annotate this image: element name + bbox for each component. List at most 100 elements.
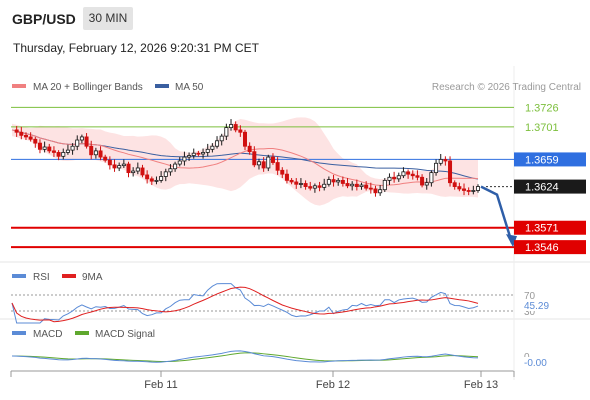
candle-body [350,183,355,187]
candle-body [47,146,52,152]
candle-body [466,190,471,192]
candle-body [336,179,341,183]
credit-text: Research © 2026 Trading Central [432,82,581,93]
level-tag-5: 1.3546 [525,242,559,254]
candle-body [392,176,397,180]
candle-body [19,131,24,136]
candle-body [196,152,201,155]
ma20-line [11,129,479,186]
level-tag-0: 1.3726 [525,102,559,114]
candle-body [457,186,462,190]
candle-body [238,129,243,133]
candle-body [378,189,383,194]
moving-averages [11,129,479,186]
candle-body [359,184,364,187]
candle-body [373,188,378,194]
candle-body [117,165,122,169]
candle-body [131,170,136,174]
macd-lines [11,350,479,363]
candle-body [98,150,103,158]
rsi-lines [11,283,479,324]
candle-body [140,167,145,176]
rsi-ma-line [11,286,479,323]
rsi-ma-legend-swatch [62,274,76,278]
candle-body [173,163,178,170]
candle-body [261,161,266,169]
candle-body [61,152,66,157]
candle-body [420,176,425,186]
pair-title: GBP/USD [12,11,76,27]
candle-body [322,183,327,188]
candle-body [410,173,415,177]
chart-header: GBP/USD 30 MIN [0,0,590,36]
candle-body [182,156,187,162]
timeframe-badge[interactable]: 30 MIN [83,7,133,30]
candle-body [401,171,406,177]
candle-body [354,183,359,187]
macd-line [11,350,479,363]
candle-body [75,139,80,147]
ma50-legend-label: MA 50 [175,82,204,93]
candle-body [229,124,234,129]
level-tag-bg-4 [514,220,586,235]
candle-body [145,174,150,180]
level-tag-3: 1.3624 [525,182,559,194]
candle-body [326,179,331,185]
candle-body [294,181,299,185]
candle-body [191,152,196,156]
candle-body [168,168,173,173]
timestamp: Thursday, February 12, 2026 9:20:31 PM C… [13,41,259,55]
candle-body [42,146,47,150]
level-tag-bg-2 [514,152,586,167]
candle-body [275,162,280,171]
ma50-legend-swatch [155,84,169,88]
macd-signal-legend-label: MACD Signal [95,329,155,340]
candle-body [205,148,210,153]
candle-body [224,127,229,137]
candle-body [210,145,215,150]
candle-body [252,151,257,166]
candle-body [65,149,70,153]
level-tag-bg-3 [514,179,586,194]
candle-body [406,171,411,175]
candle-body [201,152,206,155]
candle-body [84,136,89,147]
candle-body [368,187,373,190]
price-level-labels: 1.3726 1.3701 1.3659 1.3624 1.3571 1.3546 [514,102,586,255]
candle-body [79,136,84,141]
candle-body [107,159,112,166]
candle-body [28,136,33,140]
macd-signal-legend-swatch [75,331,89,335]
candle-body [266,156,271,169]
candle-body [424,182,429,186]
candle-body [396,175,401,180]
candle-body [159,176,164,181]
candle-body [331,179,336,183]
rsi-line [11,283,479,324]
candle-body [387,176,392,181]
candle-body [177,160,182,165]
candle-body [438,159,443,164]
candle-body [340,179,345,184]
candle-body [112,164,117,169]
macd-value: -0.00 [524,358,547,369]
candle-body [256,161,261,166]
candle-body [103,156,108,161]
candle-body [51,150,56,153]
candle-body [215,140,220,147]
forecast-arrow [480,185,517,248]
candle-body [126,163,131,174]
candle-body [33,138,38,144]
level-tag-1: 1.3701 [525,122,559,134]
candle-body [154,179,159,182]
rsi-ma-legend-label: 9MA [82,272,103,283]
candle-body [37,142,42,150]
candle-body [247,145,252,153]
forecast-arrow-head [506,234,517,248]
time-axis-ticks: Feb 11 Feb 12 Feb 13 [10,371,515,391]
ma20-legend-label: MA 20 + Bollinger Bands [33,82,143,93]
x-tick-label: Feb 11 [144,379,177,391]
ma20-legend-swatch [12,84,26,88]
candle-body [14,129,19,133]
